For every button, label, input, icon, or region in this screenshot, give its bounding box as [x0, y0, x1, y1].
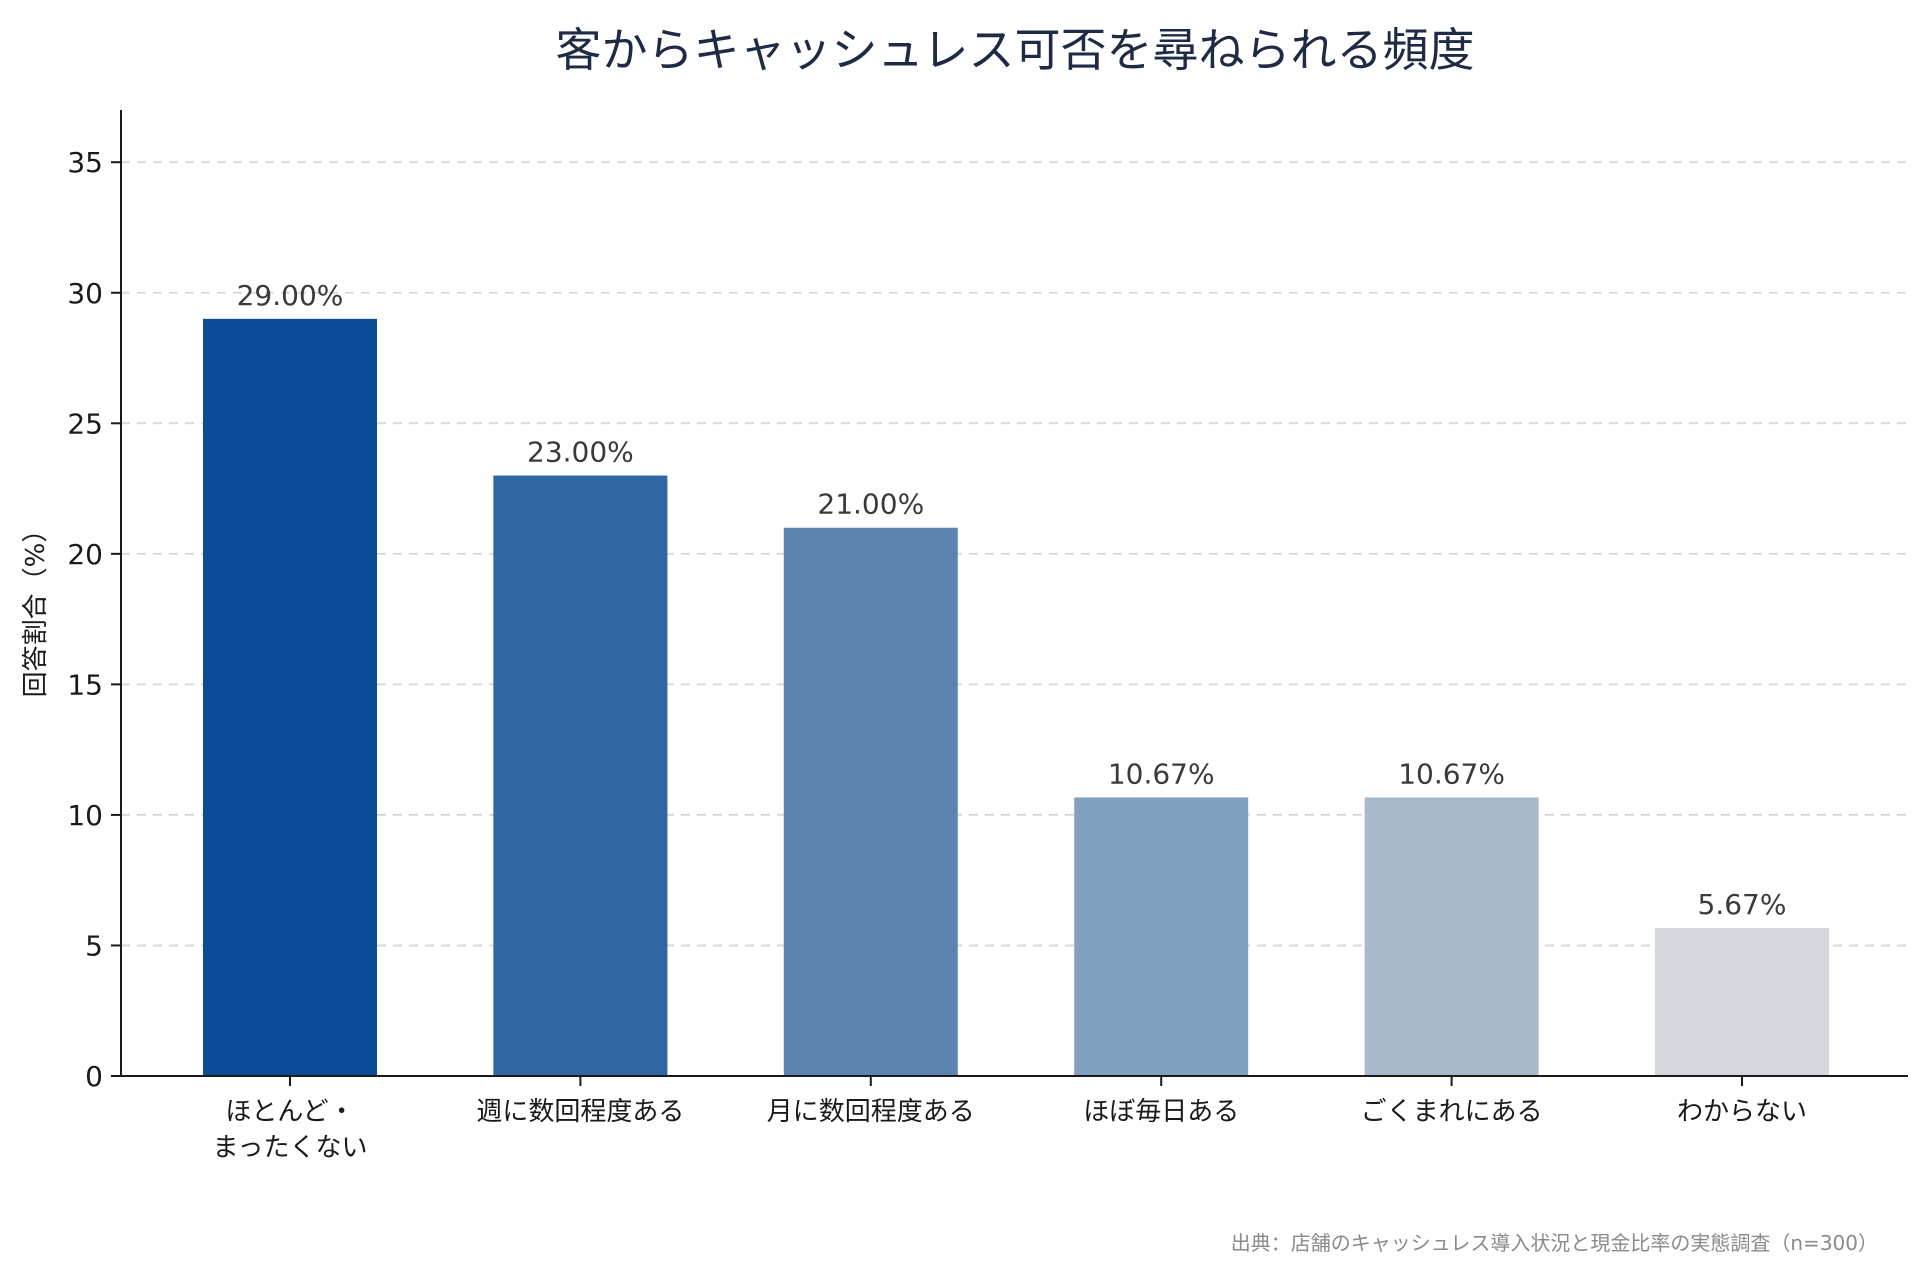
y-tick-label: 5 [85, 929, 103, 962]
y-tick-label: 15 [67, 668, 103, 701]
bar-value-label: 23.00% [527, 436, 634, 469]
y-axis: 0 5 10 15 20 25 30 35 [67, 110, 122, 1093]
bar-value-label: 10.67% [1398, 757, 1505, 790]
bar-value-label: 29.00% [237, 279, 344, 312]
y-tick-label: 20 [67, 538, 103, 571]
y-tick-label: 10 [67, 799, 103, 832]
x-tick-label: まったくない [213, 1133, 368, 1163]
chart-title: 客からキャッシュレス可否を尋ねられる頻度 [555, 23, 1474, 77]
y-tick-label: 30 [67, 277, 103, 310]
x-tick-label: ほぼ毎日ある [1083, 1097, 1239, 1127]
bar [1074, 797, 1249, 1076]
x-tick-label: わからない [1677, 1097, 1807, 1127]
bar-value-label: 5.67% [1698, 888, 1787, 921]
bar [1364, 797, 1539, 1076]
bar [1655, 927, 1829, 1076]
y-tick-label: 25 [67, 407, 103, 440]
x-tick-label: 月に数回程度ある [767, 1097, 975, 1127]
x-tick-label: ごくまれにある [1361, 1097, 1543, 1127]
bar-value-label: 21.00% [817, 488, 924, 521]
bar [783, 527, 958, 1076]
x-axis: ほとんど・まったくない 週に数回程度ある 月に数回程度ある ほぼ毎日ある ごくまれにある… [121, 1075, 1908, 1163]
x-tick-label: 週に数回程度ある [476, 1097, 684, 1127]
value-labels: 29.00% 23.00% 21.00% 10.67% 10.67% 5.67% [237, 279, 1787, 921]
bar [493, 475, 668, 1076]
y-axis-label: 回答割合（%） [21, 517, 51, 698]
bar [203, 318, 377, 1076]
x-tick-label: ほとんど・ [225, 1097, 354, 1127]
bars [203, 318, 1829, 1076]
grid-lines [121, 161, 1908, 947]
y-tick-label: 35 [67, 146, 103, 179]
source-note: 出典：店舗のキャッシュレス導入状況と現金比率の実態調査（n=300） [1231, 1231, 1878, 1255]
y-tick-label: 0 [85, 1060, 103, 1093]
bar-value-label: 10.67% [1108, 757, 1215, 790]
